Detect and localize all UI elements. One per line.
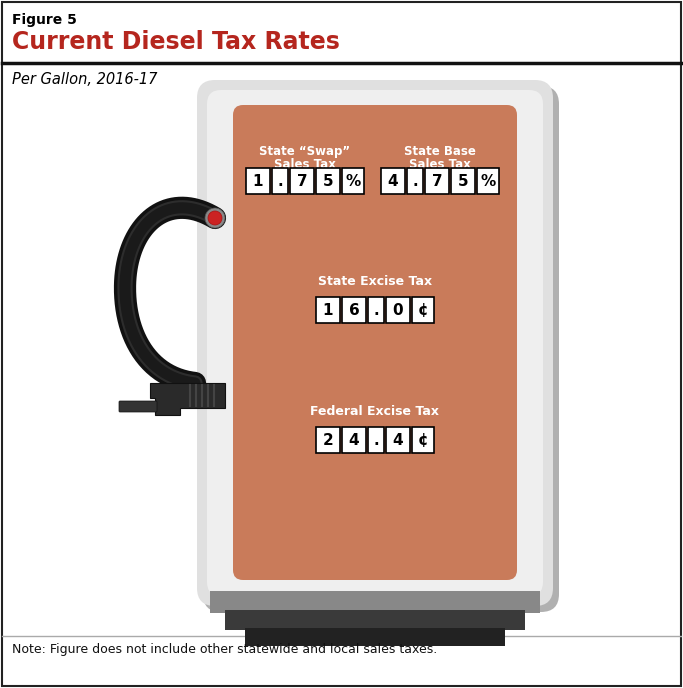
Text: .: . bbox=[412, 173, 418, 189]
FancyBboxPatch shape bbox=[119, 401, 157, 412]
FancyBboxPatch shape bbox=[412, 297, 434, 323]
Text: State “Swap”: State “Swap” bbox=[260, 145, 350, 158]
FancyBboxPatch shape bbox=[245, 628, 505, 646]
FancyBboxPatch shape bbox=[203, 86, 559, 612]
Text: 5: 5 bbox=[458, 173, 469, 189]
Text: %: % bbox=[480, 173, 496, 189]
Text: Sales Tax: Sales Tax bbox=[409, 158, 471, 171]
FancyBboxPatch shape bbox=[316, 427, 340, 453]
FancyBboxPatch shape bbox=[207, 90, 543, 596]
Text: .: . bbox=[373, 303, 379, 317]
Text: %: % bbox=[346, 173, 361, 189]
Text: 1: 1 bbox=[253, 173, 263, 189]
FancyBboxPatch shape bbox=[451, 168, 475, 194]
FancyBboxPatch shape bbox=[386, 297, 410, 323]
Text: State Excise Tax: State Excise Tax bbox=[318, 275, 432, 288]
FancyBboxPatch shape bbox=[197, 80, 553, 606]
Text: Note: Figure does not include other statewide and local sales taxes.: Note: Figure does not include other stat… bbox=[12, 643, 437, 656]
Text: 4: 4 bbox=[393, 433, 404, 447]
Text: Federal Excise Tax: Federal Excise Tax bbox=[311, 405, 439, 418]
Text: .: . bbox=[373, 433, 379, 447]
FancyBboxPatch shape bbox=[342, 297, 366, 323]
Circle shape bbox=[208, 211, 222, 225]
Text: ¢: ¢ bbox=[418, 433, 428, 447]
FancyBboxPatch shape bbox=[246, 168, 270, 194]
FancyBboxPatch shape bbox=[225, 610, 525, 630]
Text: Per Gallon, 2016-17: Per Gallon, 2016-17 bbox=[12, 72, 157, 87]
Text: ¢: ¢ bbox=[418, 303, 428, 317]
Text: Sales Tax: Sales Tax bbox=[274, 158, 336, 171]
FancyBboxPatch shape bbox=[233, 105, 517, 580]
Text: 4: 4 bbox=[388, 173, 398, 189]
FancyBboxPatch shape bbox=[386, 427, 410, 453]
FancyBboxPatch shape bbox=[290, 168, 314, 194]
Text: 7: 7 bbox=[296, 173, 307, 189]
FancyBboxPatch shape bbox=[477, 168, 499, 194]
FancyBboxPatch shape bbox=[368, 297, 384, 323]
Text: 0: 0 bbox=[393, 303, 404, 317]
Text: 6: 6 bbox=[348, 303, 359, 317]
FancyBboxPatch shape bbox=[381, 168, 405, 194]
Text: 4: 4 bbox=[349, 433, 359, 447]
FancyBboxPatch shape bbox=[368, 427, 384, 453]
Text: 7: 7 bbox=[432, 173, 443, 189]
FancyBboxPatch shape bbox=[407, 168, 423, 194]
Text: 1: 1 bbox=[323, 303, 333, 317]
Polygon shape bbox=[150, 383, 225, 415]
Text: Figure 5: Figure 5 bbox=[12, 13, 77, 27]
FancyBboxPatch shape bbox=[412, 427, 434, 453]
FancyBboxPatch shape bbox=[342, 168, 364, 194]
FancyBboxPatch shape bbox=[272, 168, 288, 194]
Text: State Base: State Base bbox=[404, 145, 476, 158]
FancyBboxPatch shape bbox=[316, 168, 340, 194]
Text: 2: 2 bbox=[322, 433, 333, 447]
FancyBboxPatch shape bbox=[425, 168, 449, 194]
Text: Current Diesel Tax Rates: Current Diesel Tax Rates bbox=[12, 30, 340, 54]
Circle shape bbox=[205, 208, 225, 228]
FancyBboxPatch shape bbox=[342, 427, 366, 453]
FancyBboxPatch shape bbox=[210, 591, 540, 613]
Text: 5: 5 bbox=[322, 173, 333, 189]
FancyBboxPatch shape bbox=[316, 297, 340, 323]
Text: .: . bbox=[277, 173, 283, 189]
